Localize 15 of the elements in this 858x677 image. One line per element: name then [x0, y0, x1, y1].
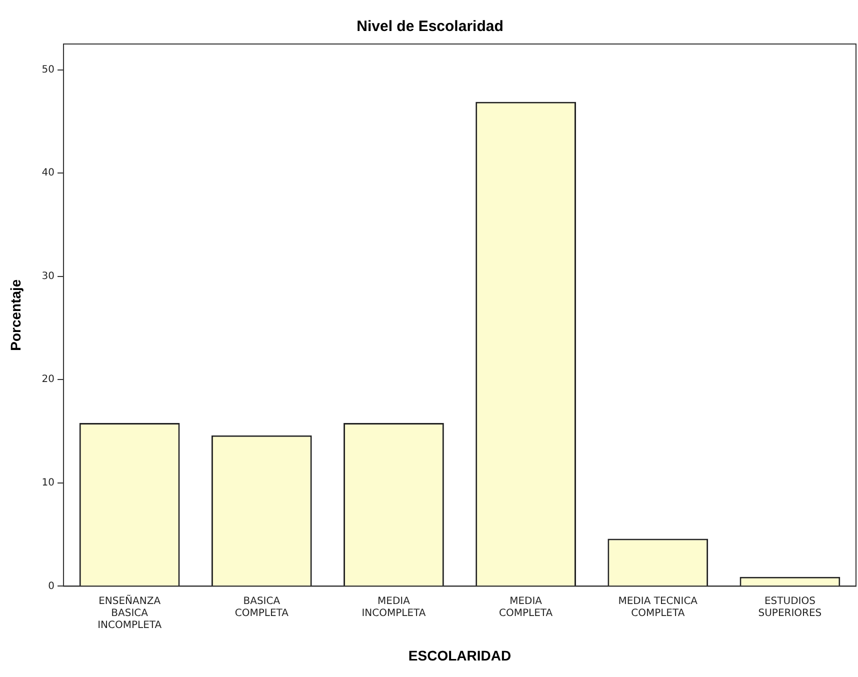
y-tick-label: 0 — [48, 580, 55, 592]
y-tick-label: 40 — [42, 168, 55, 179]
chart-title: Nivel de Escolaridad — [356, 18, 504, 36]
y-tick-label: 20 — [42, 374, 55, 386]
x-tick-label: ESTUDIOS SUPERIORES — [758, 596, 822, 619]
x-tick-label: MEDIA INCOMPLETA — [362, 596, 426, 619]
y-tick-label: 10 — [42, 478, 55, 489]
y-tick-label: 30 — [42, 270, 55, 282]
x-tick-label: MEDIA TECNICA COMPLETA — [618, 596, 698, 619]
x-tick-label: ENSEÑANZA BASICA INCOMPLETA — [98, 594, 162, 631]
y-tick-label: 50 — [42, 64, 55, 76]
y-axis-title: Porcentaje — [7, 279, 24, 351]
x-tick-label: BASICA COMPLETA — [234, 596, 289, 619]
x-axis-title: ESCOLARIDAD — [408, 647, 512, 664]
x-tick-label: MEDIA COMPLETA — [499, 596, 553, 619]
